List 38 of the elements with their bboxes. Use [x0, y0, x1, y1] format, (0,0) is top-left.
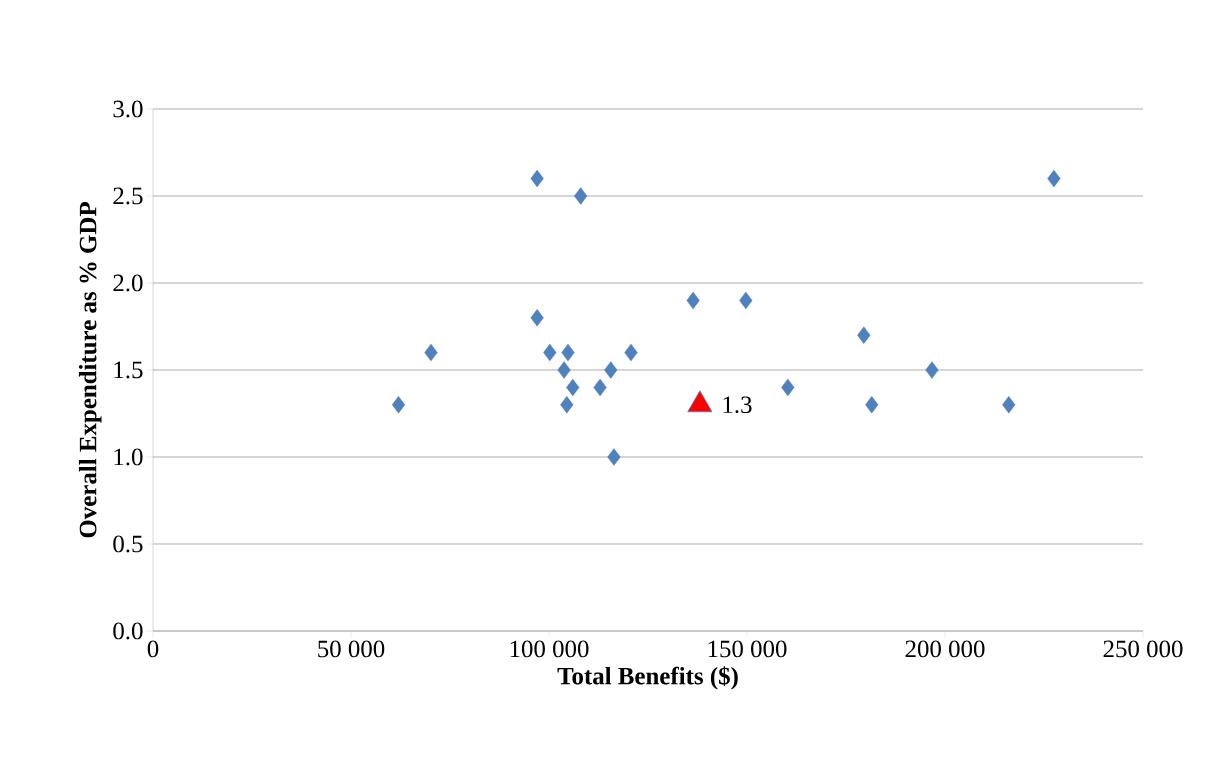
- point: [624, 343, 638, 362]
- point: [561, 343, 575, 362]
- y-tick-label: 1.5: [114, 361, 143, 379]
- x-tick-label: 0: [147, 640, 159, 658]
- point: [566, 378, 580, 397]
- y-tick-label: 1.0: [114, 448, 143, 466]
- point: [686, 291, 700, 310]
- y-tick-label: 2.5: [113, 187, 143, 205]
- y-tick-label: 2.0: [113, 274, 143, 292]
- point: [607, 448, 621, 466]
- point: [530, 309, 544, 327]
- point: [424, 343, 438, 362]
- x-tick-label: 200 000: [905, 640, 985, 658]
- point: [543, 343, 557, 362]
- point: [1002, 396, 1016, 414]
- point: [604, 361, 618, 379]
- y-tick-label: 0.5: [113, 535, 143, 553]
- y-axis-title: Overall Expenditure as % GDP: [78, 202, 102, 538]
- point: [574, 187, 588, 205]
- point: [593, 378, 607, 397]
- point: [1047, 169, 1061, 188]
- point: [391, 396, 406, 414]
- point: [781, 378, 795, 397]
- x-tick-label: 150 000: [708, 640, 787, 658]
- point: [530, 169, 544, 188]
- x-tick-label: 250 000: [1103, 640, 1183, 658]
- x-tick-label: 50 000: [318, 640, 385, 658]
- point: [857, 326, 871, 344]
- point: [865, 396, 879, 414]
- point: [739, 291, 753, 310]
- y-tick-label: 0.0: [113, 622, 143, 640]
- point: [560, 396, 574, 414]
- y-tick-label: 3.0: [113, 100, 143, 118]
- x-axis-title: Total Benefits ($): [557, 666, 738, 690]
- x-tick-label: 100 000: [510, 640, 589, 658]
- point: [925, 361, 939, 379]
- data-label: 1.3: [723, 396, 752, 414]
- point: [557, 361, 571, 379]
